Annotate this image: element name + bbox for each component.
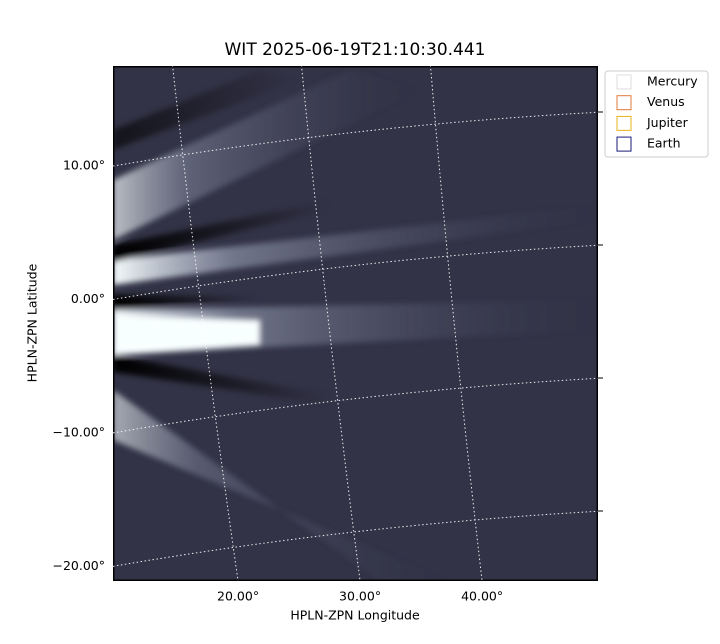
legend-swatch bbox=[616, 115, 632, 131]
grid-line bbox=[301, 66, 361, 581]
chart-title: WIT 2025-06-19T21:10:30.441 bbox=[225, 40, 486, 60]
legend-label: Jupiter bbox=[646, 115, 689, 130]
x-tick-label: 40.00° bbox=[461, 589, 503, 604]
legend bbox=[604, 70, 709, 158]
y-tick-label: −20.00° bbox=[52, 558, 105, 573]
y-tick-label: −10.00° bbox=[52, 424, 105, 439]
legend-label: Mercury bbox=[647, 74, 698, 89]
image bbox=[113, 66, 598, 581]
legend-label: Earth bbox=[647, 136, 681, 151]
y-axis-label: HPLN-ZPN Latitude bbox=[25, 263, 40, 382]
grid-line bbox=[113, 377, 598, 434]
legend-label: Venus bbox=[647, 94, 685, 109]
x-tick-label: 30.00° bbox=[339, 589, 381, 604]
grid-line bbox=[430, 66, 483, 581]
y-tick-label: 0.00° bbox=[71, 291, 105, 306]
x-axis-label: HPLN-ZPN Longitude bbox=[290, 608, 420, 623]
legend-swatch bbox=[616, 95, 632, 111]
y-tick-label: 10.00° bbox=[63, 158, 105, 173]
grid-line bbox=[113, 244, 598, 300]
legend-swatch bbox=[616, 74, 632, 90]
grid-line bbox=[113, 510, 598, 567]
grid-line bbox=[113, 111, 598, 167]
grid-line bbox=[172, 66, 239, 581]
legend-swatch bbox=[616, 136, 632, 152]
x-tick-label: 20.00° bbox=[217, 589, 259, 604]
